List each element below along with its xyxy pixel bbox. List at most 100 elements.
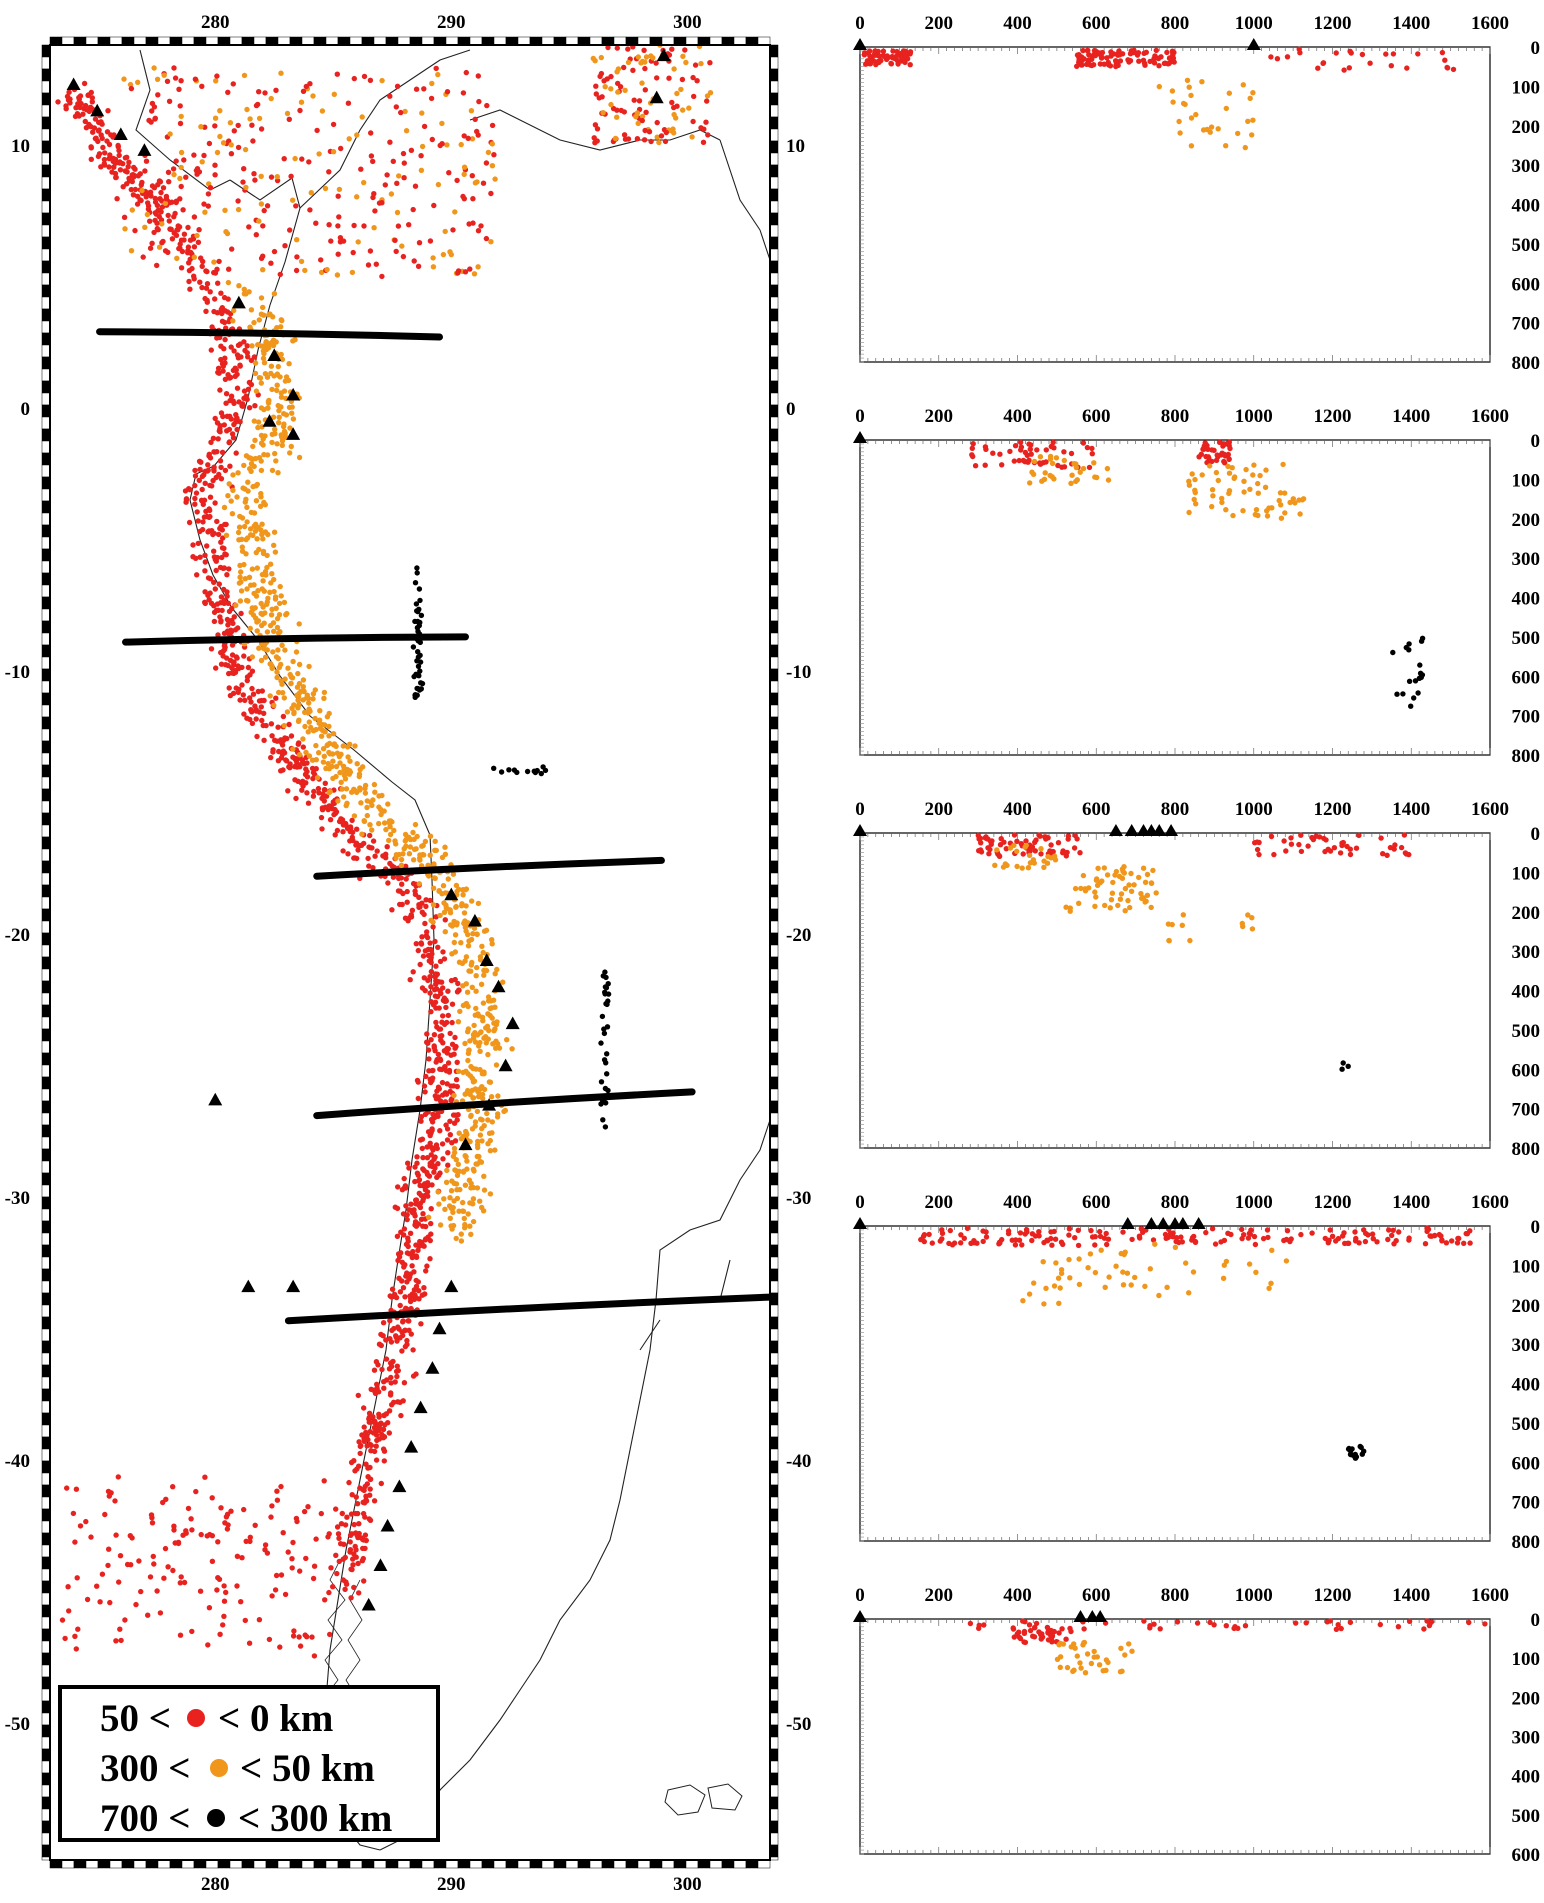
earthquake-point xyxy=(178,78,184,84)
earthquake-point xyxy=(426,1056,432,1062)
section-earthquake-point xyxy=(986,851,992,857)
frame-segment xyxy=(697,36,711,46)
earthquake-point xyxy=(247,466,253,472)
earthquake-point xyxy=(615,89,621,95)
section-earthquake-point xyxy=(992,862,998,868)
earthquake-point xyxy=(469,1126,476,1132)
earthquake-point xyxy=(145,1612,151,1618)
earthquake-point xyxy=(418,940,424,946)
earthquake-point xyxy=(337,769,343,776)
section-earthquake-point xyxy=(1223,507,1229,513)
frame-segment xyxy=(41,1700,51,1714)
earthquake-point xyxy=(418,1216,425,1223)
frame-segment xyxy=(769,464,779,478)
earthquake-point xyxy=(646,129,653,135)
earthquake-point xyxy=(474,964,480,971)
distance-tick-label: 800 xyxy=(1161,799,1190,820)
earthquake-point xyxy=(431,202,437,209)
earthquake-point xyxy=(312,687,318,693)
earthquake-point xyxy=(325,760,331,767)
earthquake-point xyxy=(92,116,99,122)
earthquake-point xyxy=(430,1067,436,1074)
legend-intermediate-before: 300 < xyxy=(100,1747,190,1790)
distance-tick-label: 200 xyxy=(925,799,954,820)
earthquake-point xyxy=(400,890,406,897)
earthquake-point xyxy=(269,1503,275,1509)
earthquake-point xyxy=(352,743,358,749)
earthquake-point xyxy=(205,191,212,197)
earthquake-point xyxy=(274,624,281,631)
section-earthquake-point xyxy=(1061,457,1068,464)
earthquake-point xyxy=(475,900,482,907)
section-earthquake-point xyxy=(1209,503,1215,510)
frame-segment xyxy=(769,1028,779,1042)
frame-segment xyxy=(217,36,231,46)
earthquake-point xyxy=(258,311,265,317)
earthquake-point xyxy=(317,720,323,726)
earthquake-point xyxy=(154,220,160,226)
section-earthquake-point xyxy=(1080,465,1087,472)
section-earthquake-point xyxy=(1041,476,1048,482)
section-earthquake-point xyxy=(1033,837,1039,843)
earthquake-point xyxy=(378,1480,384,1487)
frame-segment xyxy=(769,1724,779,1738)
earthquake-point xyxy=(290,1539,296,1546)
earthquake-point xyxy=(275,363,281,370)
section-earthquake-point xyxy=(1084,47,1091,54)
section-earthquake-point xyxy=(988,841,994,847)
frame-segment xyxy=(313,36,327,46)
earthquake-point xyxy=(212,586,218,592)
section-earthquake-point xyxy=(969,445,975,451)
section-earthquake-point xyxy=(1287,499,1293,506)
earthquake-point xyxy=(621,109,627,115)
earthquake-point xyxy=(215,632,221,638)
earthquake-point xyxy=(249,720,256,727)
frame-segment xyxy=(721,1859,735,1869)
earthquake-point xyxy=(255,588,261,594)
earthquake-point xyxy=(433,963,439,969)
earthquake-point xyxy=(215,436,221,442)
section-earthquake-point xyxy=(890,55,896,61)
earthquake-point xyxy=(394,1233,401,1240)
section-earthquake-point xyxy=(1077,850,1083,856)
earthquake-point xyxy=(289,1556,295,1562)
volcano-marker xyxy=(432,1321,447,1335)
earthquake-point xyxy=(277,583,283,590)
earthquake-point xyxy=(326,766,332,772)
earthquake-point xyxy=(225,279,232,286)
frame-segment xyxy=(769,296,779,310)
earthquake-point xyxy=(173,199,179,206)
earthquake-point xyxy=(226,426,233,433)
section-earthquake-point xyxy=(1339,840,1345,846)
frame-segment xyxy=(769,1748,779,1762)
earthquake-point xyxy=(206,1605,213,1611)
earthquake-point xyxy=(189,265,195,272)
section-earthquake-point xyxy=(1327,848,1334,854)
earthquake-point xyxy=(278,755,285,761)
frame-segment xyxy=(41,548,51,562)
earthquake-point xyxy=(252,437,258,443)
earthquake-point xyxy=(333,1552,339,1559)
earthquake-point xyxy=(594,138,600,144)
earthquake-point xyxy=(130,192,137,198)
frame-segment xyxy=(769,416,779,430)
distance-tick-label: 1600 xyxy=(1471,13,1509,34)
earthquake-point xyxy=(374,1381,380,1388)
lon-tick-label-bottom: 300 xyxy=(673,1874,702,1895)
earthquake-point xyxy=(62,1635,68,1642)
earthquake-point xyxy=(403,128,410,134)
section-earthquake-point xyxy=(1144,871,1151,878)
section-earthquake-point xyxy=(1186,509,1192,516)
earthquake-point xyxy=(204,1533,210,1539)
earthquake-point xyxy=(398,109,404,116)
earthquake-point xyxy=(679,76,686,83)
earthquake-point xyxy=(151,104,158,110)
section-earthquake-point xyxy=(1225,463,1231,470)
earthquake-point xyxy=(224,1511,231,1518)
frame-segment xyxy=(769,1244,779,1258)
earthquake-point xyxy=(489,1130,495,1136)
frame-segment xyxy=(637,1859,651,1869)
frame-segment xyxy=(769,560,779,574)
earthquake-point xyxy=(218,464,224,471)
frame-segment xyxy=(769,344,779,358)
